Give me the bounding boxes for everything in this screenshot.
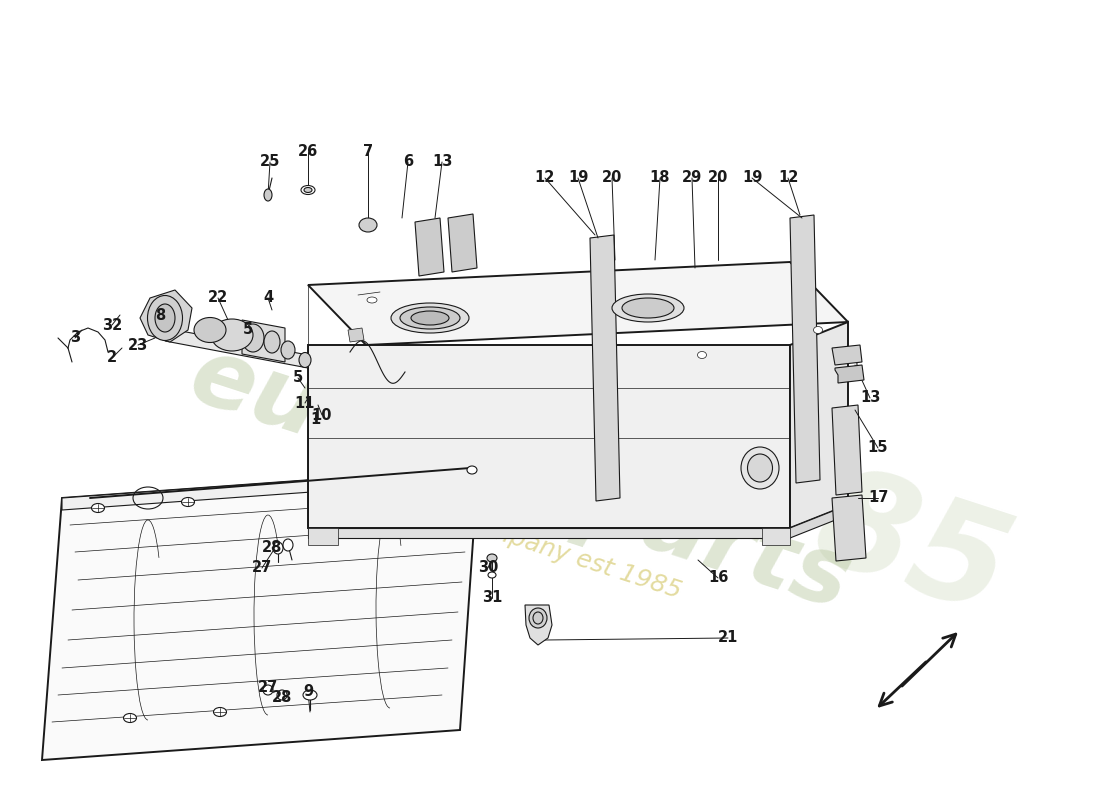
Text: 15: 15 [868, 441, 889, 455]
Text: 6: 6 [403, 154, 414, 170]
Ellipse shape [697, 351, 706, 358]
Text: 7: 7 [363, 145, 373, 159]
Polygon shape [525, 605, 552, 645]
Ellipse shape [147, 295, 183, 341]
Text: 1: 1 [310, 413, 320, 427]
Text: 29: 29 [682, 170, 702, 186]
Polygon shape [62, 468, 478, 510]
Ellipse shape [155, 303, 169, 313]
Ellipse shape [612, 294, 684, 322]
Text: 9: 9 [302, 685, 313, 699]
Text: 1985: 1985 [615, 396, 1025, 644]
Text: 26: 26 [298, 145, 318, 159]
Polygon shape [140, 290, 192, 342]
Ellipse shape [182, 498, 195, 506]
Ellipse shape [814, 326, 823, 334]
Ellipse shape [242, 324, 264, 352]
Ellipse shape [264, 331, 280, 353]
Ellipse shape [741, 447, 779, 489]
Ellipse shape [621, 298, 674, 318]
Polygon shape [790, 322, 848, 528]
Polygon shape [348, 328, 364, 342]
Text: 16: 16 [707, 570, 728, 586]
Polygon shape [165, 328, 308, 368]
Ellipse shape [277, 690, 287, 700]
Polygon shape [835, 365, 864, 383]
Polygon shape [308, 345, 790, 528]
Polygon shape [308, 528, 790, 538]
Ellipse shape [468, 466, 477, 474]
Text: 25: 25 [260, 154, 280, 170]
Text: 5: 5 [293, 370, 304, 386]
Ellipse shape [411, 311, 449, 325]
Text: 12: 12 [778, 170, 799, 186]
Text: 30: 30 [477, 561, 498, 575]
Ellipse shape [91, 503, 104, 513]
Text: 2: 2 [107, 350, 117, 366]
Polygon shape [242, 320, 285, 362]
Text: 23: 23 [128, 338, 148, 353]
Polygon shape [448, 214, 477, 272]
Polygon shape [308, 528, 338, 545]
Text: 28: 28 [262, 541, 283, 555]
Ellipse shape [487, 554, 497, 562]
Ellipse shape [283, 539, 293, 551]
Polygon shape [42, 468, 479, 760]
Text: 31: 31 [482, 590, 503, 606]
Ellipse shape [194, 318, 226, 342]
Text: 13: 13 [432, 154, 452, 170]
Text: 8: 8 [155, 307, 165, 322]
Text: eurocarparts: eurocarparts [178, 330, 861, 630]
Ellipse shape [213, 707, 227, 717]
Text: 21: 21 [718, 630, 738, 646]
Ellipse shape [302, 690, 317, 700]
Polygon shape [790, 505, 848, 538]
Ellipse shape [304, 187, 312, 193]
Polygon shape [832, 495, 866, 561]
Text: 10: 10 [311, 407, 332, 422]
Text: 28: 28 [272, 690, 293, 706]
Text: 22: 22 [208, 290, 228, 306]
Text: 19: 19 [741, 170, 762, 186]
Ellipse shape [301, 186, 315, 194]
Text: a pandr company est 1985: a pandr company est 1985 [355, 477, 684, 603]
Polygon shape [790, 215, 820, 483]
Ellipse shape [299, 353, 311, 367]
Text: 20: 20 [602, 170, 623, 186]
Text: 32: 32 [102, 318, 122, 333]
Text: 27: 27 [257, 681, 278, 695]
Text: 12: 12 [535, 170, 556, 186]
Ellipse shape [123, 714, 136, 722]
Ellipse shape [748, 454, 772, 482]
Polygon shape [762, 528, 790, 545]
Text: 11: 11 [295, 395, 316, 410]
Polygon shape [590, 235, 620, 501]
Polygon shape [415, 218, 444, 276]
Ellipse shape [211, 319, 253, 351]
Text: 5: 5 [243, 322, 253, 338]
Text: 27: 27 [252, 561, 272, 575]
Ellipse shape [367, 297, 377, 303]
Polygon shape [308, 262, 848, 345]
Ellipse shape [390, 303, 469, 333]
Ellipse shape [155, 304, 175, 332]
Text: 13: 13 [860, 390, 880, 406]
Text: 4: 4 [263, 290, 273, 306]
Ellipse shape [400, 307, 460, 329]
Ellipse shape [273, 542, 283, 554]
Text: 17: 17 [868, 490, 888, 506]
Ellipse shape [529, 608, 547, 628]
Ellipse shape [488, 572, 496, 578]
Ellipse shape [359, 218, 377, 232]
Ellipse shape [280, 341, 295, 359]
Text: 20: 20 [707, 170, 728, 186]
Ellipse shape [263, 685, 273, 695]
Text: 18: 18 [650, 170, 670, 186]
Ellipse shape [534, 612, 543, 624]
Text: 3: 3 [70, 330, 80, 346]
Ellipse shape [264, 189, 272, 201]
Polygon shape [832, 405, 862, 495]
Polygon shape [832, 345, 862, 365]
Text: 19: 19 [568, 170, 588, 186]
